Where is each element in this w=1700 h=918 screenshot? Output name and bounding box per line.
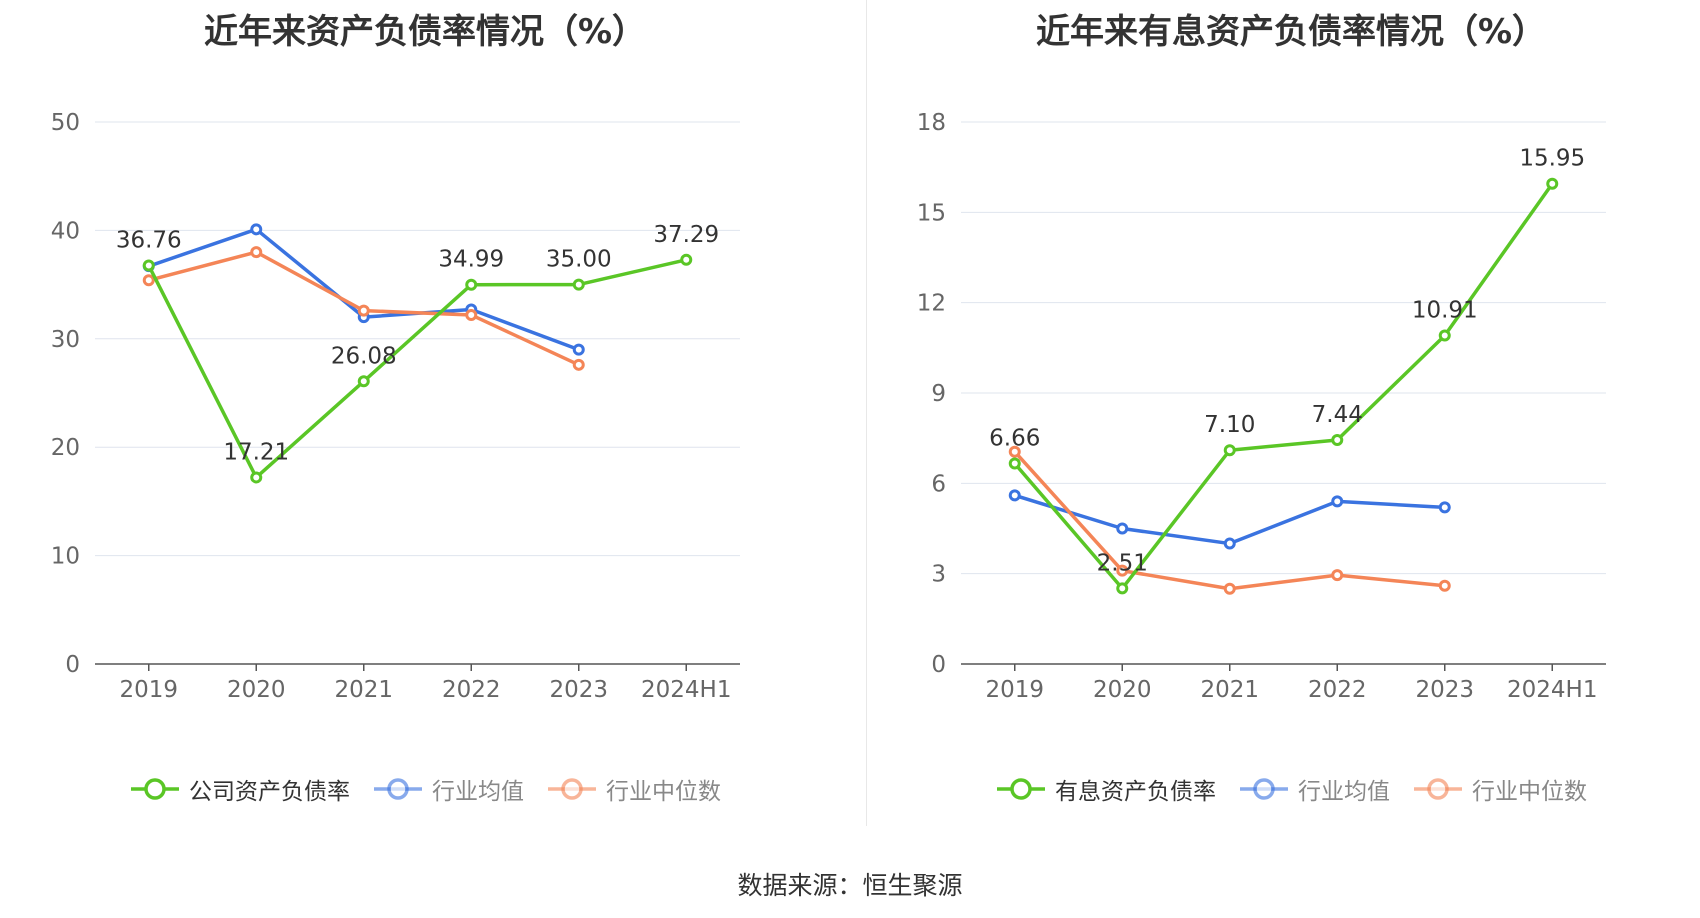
right-series-point-2 [1116,564,1129,577]
right-data-label: 2.51 [1097,550,1148,576]
left-x-tick-label: 2024H1 [641,677,731,703]
left-series-point-2 [572,358,585,371]
panel-divider [866,0,867,826]
right-series-line-2 [1013,450,1445,591]
left-legend-swatch-2 [548,778,596,800]
right-y-tick-label: 3 [931,562,946,588]
left-legend-item-2[interactable]: 行业中位数 [546,772,721,806]
left-x-tick-label: 2020 [227,677,286,703]
right-legend-swatch-2 [1414,778,1462,800]
left-legend-swatch-1 [374,778,422,800]
right-y-tick-label: 12 [917,291,946,317]
right-legend-label-1: 行业均值 [1298,779,1390,805]
left-series-point-0 [142,259,155,272]
left-y-tick-label: 0 [65,652,80,678]
right-chart-plot: 0 3 6 9 12 15 18 2019 2020 2021 2022 2023 2024H1 6.66… [917,110,1606,703]
right-series-point-2 [1331,569,1344,582]
right-chart-title: 近年来有息资产负债率情况（%） [1035,12,1547,52]
left-series-point-0 [572,278,585,291]
left-x-tick-label: 2023 [549,677,608,703]
left-data-label: 35.00 [546,247,612,273]
left-series-line-1 [148,227,580,352]
left-data-label: 17.21 [223,439,289,465]
right-series-point-0 [1546,177,1559,190]
left-y-tick-label: 30 [51,327,80,353]
right-series-point-1 [1116,522,1129,535]
left-series-point-2 [142,274,155,287]
right-x-tick-label: 2019 [985,677,1044,703]
left-series-point-0 [357,375,370,388]
left-chart-plot: 0 10 20 30 40 50 2019 2020 2021 2022 2023 2024H1 36.… [51,110,740,703]
left-data-label: 37.29 [653,222,719,248]
left-legend-label-1: 行业均值 [432,779,524,805]
right-legend-swatch-1 [1240,778,1288,800]
right-series-point-1 [1223,537,1236,550]
right-data-label: 10.91 [1412,297,1478,323]
left-y-tick-label: 50 [51,110,80,136]
right-x-tick-label: 2024H1 [1507,677,1597,703]
left-series-point-0 [465,278,478,291]
left-x-tick-label: 2022 [442,677,501,703]
right-legend-label-0: 有息资产负债率 [1055,779,1216,805]
left-y-tick-label: 20 [51,435,80,461]
left-legend-label-0: 公司资产负债率 [189,779,350,805]
left-legend-item-1[interactable]: 行业均值 [372,772,524,806]
right-series-point-0 [1438,329,1451,342]
left-series-point-2 [465,308,478,321]
right-series-line-0 [1013,182,1554,591]
right-series-point-1 [1331,495,1344,508]
left-data-label: 34.99 [438,247,504,273]
left-series-point-0 [680,253,693,266]
data-source-note: 数据来源：恒生聚源 [737,871,963,900]
right-legend-item-0[interactable]: 有息资产负债率 [995,772,1216,806]
right-x-tick-label: 2021 [1200,677,1259,703]
left-legend-label-2: 行业中位数 [606,779,721,805]
right-legend-item-2[interactable]: 行业中位数 [1412,772,1587,806]
left-data-label: 36.76 [116,228,182,254]
right-chart-legend: 有息资产负债率 行业均值 行业中位数 [866,772,1700,806]
right-series-point-0 [1223,444,1236,457]
left-y-tick-label: 40 [51,218,80,244]
left-series-point-2 [357,304,370,317]
right-y-tick-label: 15 [917,200,946,226]
left-x-tick-label: 2021 [334,677,393,703]
right-y-tick-label: 0 [931,652,946,678]
left-chart-panel: 近年来资产负债率情况（%） 0 10 20 30 40 50 2019 2020 2021 202… [0,0,850,830]
right-series-point-2 [1008,445,1021,458]
right-series-point-2 [1438,579,1451,592]
right-data-label: 7.10 [1204,412,1255,438]
right-series-point-2 [1223,582,1236,595]
left-legend-swatch-0 [131,778,179,800]
right-series-point-0 [1331,433,1344,446]
right-chart-panel: 近年来有息资产负债率情况（%） 0 3 6 9 12 15 18 2019 2020 2021 20… [866,0,1700,830]
right-x-tick-label: 2023 [1415,677,1474,703]
left-chart-title: 近年来资产负债率情况（%） [203,12,647,52]
right-y-tick-label: 9 [931,381,946,407]
left-series-point-0 [250,471,263,484]
left-x-tick-label: 2019 [119,677,178,703]
left-series-point-1 [250,223,263,236]
right-legend-item-1[interactable]: 行业均值 [1238,772,1390,806]
right-x-tick-label: 2022 [1308,677,1367,703]
right-data-label: 7.44 [1312,402,1363,428]
left-series-point-1 [572,343,585,356]
right-x-tick-label: 2020 [1093,677,1152,703]
right-series-point-1 [1008,489,1021,502]
left-chart-legend: 公司资产负债率 行业均值 行业中位数 [0,772,850,806]
right-legend-label-2: 行业中位数 [1472,779,1587,805]
left-y-tick-label: 10 [51,544,80,570]
left-series-line-0 [147,258,687,480]
right-series-point-0 [1116,582,1129,595]
right-legend-swatch-0 [997,778,1045,800]
right-y-tick-label: 18 [917,110,946,136]
right-series-point-0 [1008,457,1021,470]
right-series-point-1 [1438,501,1451,514]
right-data-label: 15.95 [1519,146,1585,172]
right-data-label: 6.66 [989,425,1040,451]
left-data-label: 26.08 [331,343,397,369]
left-series-point-2 [250,246,263,259]
left-legend-item-0[interactable]: 公司资产负债率 [129,772,350,806]
right-y-tick-label: 6 [931,471,946,497]
